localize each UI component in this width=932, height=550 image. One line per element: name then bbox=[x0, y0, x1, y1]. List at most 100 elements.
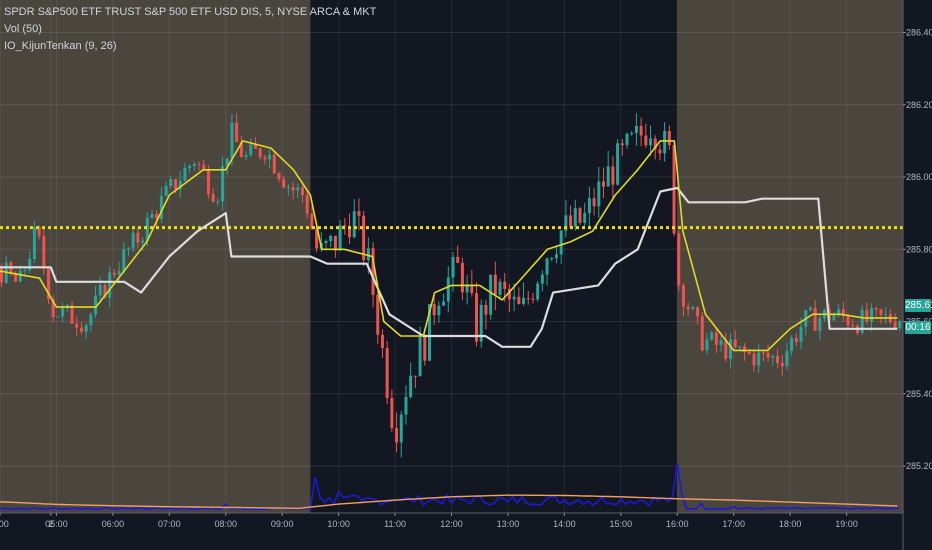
candle-up bbox=[738, 346, 742, 348]
candle-down bbox=[460, 262, 464, 293]
x-tick-label: 17:00 bbox=[722, 519, 745, 529]
candle-up bbox=[399, 414, 403, 443]
candle-down bbox=[794, 338, 798, 342]
candle-up bbox=[554, 254, 558, 259]
tenkan-line bbox=[0, 140, 898, 352]
candle-down bbox=[432, 304, 436, 316]
candle-down bbox=[272, 154, 276, 174]
candle-up bbox=[221, 166, 225, 202]
candle-down bbox=[681, 285, 685, 307]
candle-down bbox=[37, 226, 41, 237]
candle-up bbox=[710, 332, 714, 340]
candle-up bbox=[32, 226, 36, 260]
candle-up bbox=[522, 298, 526, 304]
x-tick-label: 13:00 bbox=[497, 519, 520, 529]
candle-down bbox=[724, 340, 728, 359]
candle-down bbox=[592, 198, 596, 207]
candle-up bbox=[597, 181, 601, 207]
candle-up bbox=[799, 326, 803, 342]
candle-up bbox=[94, 295, 98, 315]
legend-volume: Vol (50) bbox=[4, 23, 42, 35]
candle-up bbox=[296, 187, 300, 191]
y-tick-label: 285.20 bbox=[906, 461, 932, 471]
candle-down bbox=[253, 144, 257, 149]
candle-down bbox=[112, 272, 116, 275]
candle-up bbox=[192, 163, 196, 166]
x-tick-label: 2 bbox=[48, 519, 53, 529]
candle-up bbox=[56, 316, 60, 318]
candle-up bbox=[338, 225, 342, 251]
candle-down bbox=[395, 428, 399, 443]
time-axis-bg bbox=[0, 513, 932, 550]
candle-up bbox=[446, 277, 450, 302]
candle-up bbox=[61, 307, 65, 317]
candle-down bbox=[136, 232, 140, 243]
candle-up bbox=[117, 271, 121, 275]
candle-up bbox=[719, 340, 723, 345]
legend-indicator: IO_KijunTenkan (9, 26) bbox=[4, 40, 117, 52]
candle-up bbox=[898, 321, 902, 328]
x-tick-label: 11:00 bbox=[384, 519, 406, 529]
candle-down bbox=[380, 334, 384, 349]
candle-down bbox=[197, 163, 201, 165]
candle-down bbox=[282, 179, 286, 188]
candle-down bbox=[206, 169, 210, 195]
candle-up bbox=[616, 143, 620, 185]
candle-down bbox=[620, 143, 624, 146]
candle-up bbox=[437, 305, 441, 316]
candle-up bbox=[479, 304, 483, 342]
candle-up bbox=[23, 270, 27, 272]
candle-up bbox=[249, 144, 253, 156]
candle-down bbox=[343, 225, 347, 227]
candle-up bbox=[98, 284, 102, 296]
candle-down bbox=[202, 164, 206, 170]
candle-down bbox=[667, 130, 671, 146]
candle-up bbox=[126, 248, 130, 250]
candle-down bbox=[752, 353, 756, 366]
x-tick-label: 05:00 bbox=[45, 519, 68, 529]
candle-up bbox=[587, 198, 591, 214]
candle-down bbox=[103, 284, 107, 298]
candle-up bbox=[489, 274, 493, 315]
volume-ma-line bbox=[0, 494, 898, 509]
candle-up bbox=[808, 307, 812, 311]
candle-down bbox=[301, 187, 304, 196]
candle-down bbox=[235, 122, 239, 143]
candle-up bbox=[536, 283, 540, 300]
candle-down bbox=[747, 352, 751, 354]
candle-up bbox=[329, 235, 333, 242]
candle-up bbox=[465, 284, 469, 293]
x-tick-label: 06:00 bbox=[102, 519, 125, 529]
candle-up bbox=[150, 213, 154, 218]
candle-down bbox=[761, 352, 765, 354]
candle-down bbox=[714, 332, 718, 345]
candle-up bbox=[216, 201, 220, 203]
candle-down bbox=[743, 346, 747, 353]
candle-up bbox=[860, 309, 864, 333]
candle-down bbox=[277, 173, 281, 180]
candle-up bbox=[771, 355, 775, 358]
candle-up bbox=[141, 240, 145, 243]
candle-down bbox=[42, 236, 46, 269]
candle-down bbox=[879, 309, 883, 315]
x-tick-label: 07:00 bbox=[158, 519, 181, 529]
candle-down bbox=[874, 307, 878, 310]
candle-down bbox=[263, 157, 267, 160]
candle-up bbox=[451, 256, 455, 278]
candle-down bbox=[174, 179, 178, 190]
candle-up bbox=[183, 168, 187, 181]
candle-up bbox=[178, 180, 182, 190]
candle-down bbox=[0, 267, 3, 283]
candle-up bbox=[409, 375, 413, 397]
x-tick-label: 08:00 bbox=[214, 519, 237, 529]
kijun-line bbox=[0, 186, 898, 348]
candle-down bbox=[239, 142, 243, 158]
candle-up bbox=[870, 307, 874, 322]
candle-down bbox=[686, 306, 690, 310]
candle-down bbox=[677, 233, 681, 286]
candle-up bbox=[244, 155, 248, 158]
y-tick-label: 286.00 bbox=[906, 172, 932, 182]
candle-up bbox=[18, 270, 22, 282]
candle-down bbox=[841, 309, 845, 317]
candle-up bbox=[89, 314, 93, 326]
